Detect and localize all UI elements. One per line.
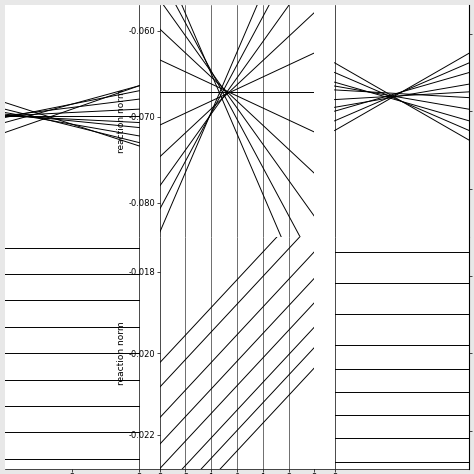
X-axis label: riptor: riptor [379, 252, 404, 261]
X-axis label: environmental descriptor: environmental descriptor [180, 252, 294, 261]
X-axis label: riptor: riptor [70, 252, 95, 261]
Y-axis label: reaction norm: reaction norm [117, 321, 126, 385]
Y-axis label: reaction norm: reaction norm [0, 321, 2, 385]
Y-axis label: reaction norm: reaction norm [117, 89, 126, 153]
Y-axis label: reaction norm: reaction norm [0, 89, 2, 153]
